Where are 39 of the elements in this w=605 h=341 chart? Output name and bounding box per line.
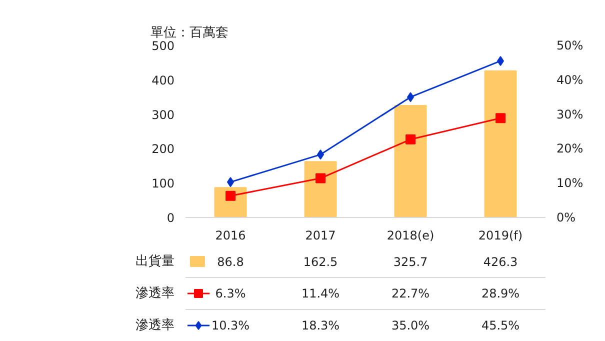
- data-label: 86.8: [217, 255, 244, 269]
- point: [406, 134, 416, 144]
- legend-label: 滲透率: [136, 285, 174, 301]
- data-label: 426.3: [483, 255, 518, 269]
- x-tick-label: 2019(f): [478, 228, 523, 242]
- data-label: 325.7: [393, 255, 428, 269]
- data-label: 28.9%: [481, 286, 520, 300]
- y-tick-label: 200: [152, 142, 174, 156]
- x-tick-label: 2018(e): [386, 228, 434, 242]
- y-tick-label: 0: [166, 211, 175, 225]
- y2-tick-label: 50%: [556, 38, 584, 52]
- text: 單位：百萬套: [150, 26, 228, 40]
- y2-tick-label: 40%: [556, 72, 584, 87]
- y-tick-label: 300: [152, 108, 174, 122]
- bar: [484, 70, 517, 218]
- data-label: 10.3%: [211, 318, 250, 332]
- data-label: 35.0%: [391, 318, 430, 332]
- data-label: 45.5%: [481, 318, 520, 332]
- data-label: 11.4%: [301, 286, 340, 300]
- point: [496, 113, 506, 124]
- point: [316, 173, 326, 184]
- y2-tick-label: 30%: [556, 107, 584, 122]
- data-label: 162.5: [303, 255, 338, 269]
- legend-label: 出貨量: [136, 254, 174, 269]
- point: [226, 190, 236, 201]
- data-label: 18.3%: [301, 318, 340, 332]
- y2-tick-label: 20%: [556, 142, 584, 156]
- bar: [304, 161, 337, 218]
- y2-tick-label: 10%: [556, 176, 584, 190]
- legend-label: 滲透率: [136, 317, 174, 333]
- data-label: 6.3%: [215, 286, 246, 300]
- y-tick-label: 100: [152, 176, 174, 191]
- data-label: 22.7%: [391, 286, 430, 300]
- x-tick-label: 2017: [305, 228, 336, 242]
- x-tick-label: 2016: [215, 228, 246, 242]
- y2-tick-label: 0%: [556, 210, 576, 224]
- y-tick-label: 400: [152, 73, 174, 88]
- bar: [394, 104, 427, 218]
- y-tick-label: 500: [152, 39, 174, 53]
